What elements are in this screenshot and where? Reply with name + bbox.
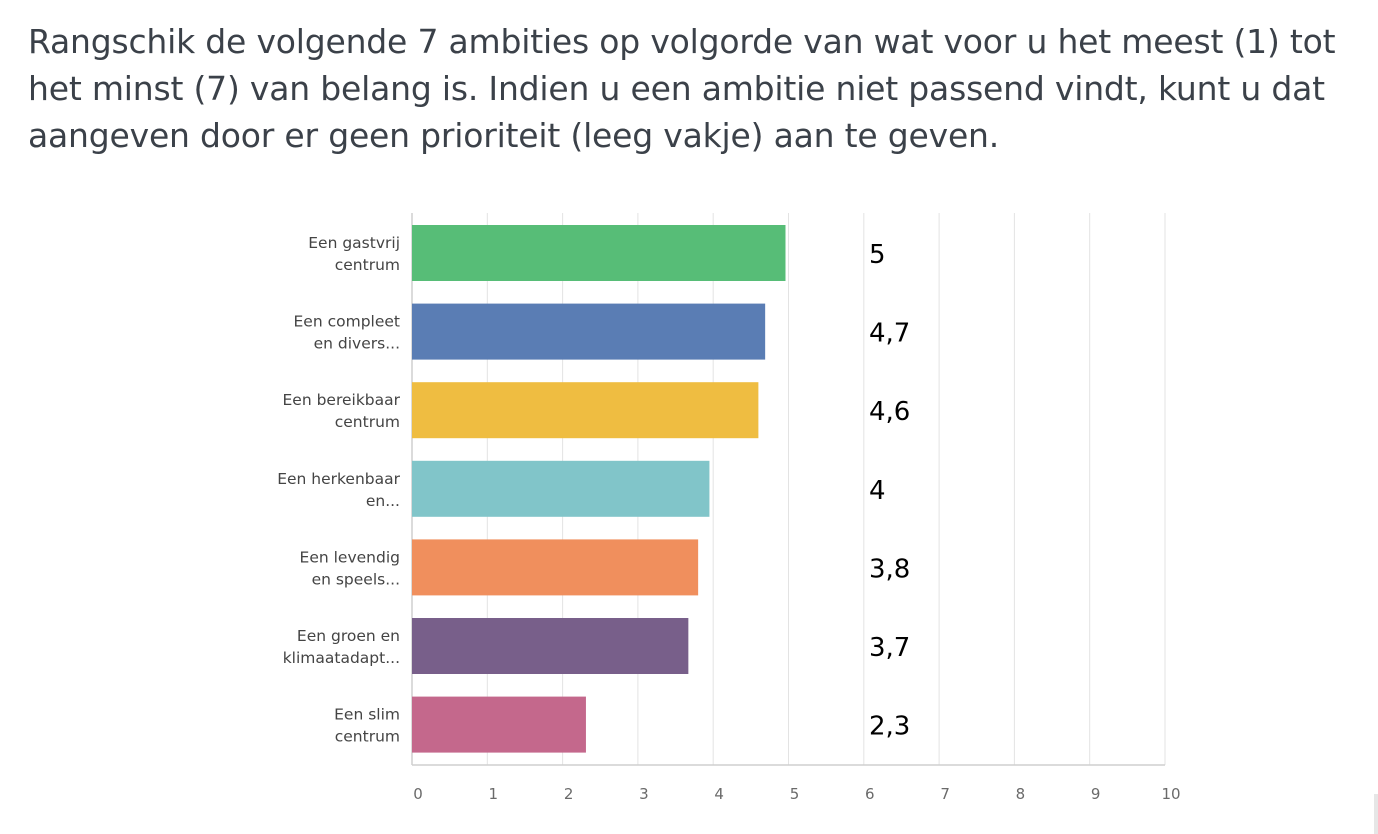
category-label: centrum: [335, 728, 400, 746]
value-label: 4,6: [869, 397, 910, 427]
x-tick-label: 8: [1016, 785, 1026, 803]
category-label: klimaatadapt...: [283, 649, 400, 667]
category-label: Een gastvrij: [308, 234, 400, 252]
x-tick-label: 0: [413, 785, 423, 803]
x-tick-label: 3: [639, 785, 649, 803]
category-label: Een levendig: [300, 548, 400, 566]
bar: [412, 382, 759, 439]
scrollbar-edge: [1374, 794, 1378, 834]
category-label: Een herkenbaar: [277, 470, 400, 488]
category-label: centrum: [335, 256, 400, 274]
bar: [412, 618, 689, 674]
category-label: Een slim: [334, 706, 400, 724]
bar: [412, 696, 586, 753]
x-tick-label: 9: [1091, 785, 1101, 803]
category-label: en divers...: [314, 335, 400, 353]
category-label: Een bereikbaar: [282, 391, 400, 409]
category-label: Een compleet: [294, 313, 400, 331]
x-tick-label: 6: [865, 785, 875, 803]
category-label: en...: [366, 492, 400, 510]
category-label: en speels...: [312, 570, 400, 588]
x-tick-label: 1: [489, 785, 499, 803]
value-label: 3,8: [869, 554, 910, 584]
bar: [412, 303, 766, 360]
x-tick-label: 7: [940, 785, 950, 803]
category-label: Een groen en: [297, 627, 400, 645]
value-label: 4: [869, 476, 886, 506]
category-label: centrum: [335, 413, 400, 431]
x-tick-label: 5: [790, 785, 800, 803]
value-label: 3,7: [869, 633, 910, 663]
bar: [412, 460, 710, 517]
x-tick-label: 2: [564, 785, 574, 803]
value-label: 5: [869, 240, 886, 270]
value-label: 4,7: [869, 319, 910, 349]
bar: [412, 225, 786, 281]
bar: [412, 539, 699, 596]
value-label: 2,3: [869, 712, 910, 742]
x-tick-label: 10: [1161, 785, 1180, 803]
question-title: Rangschik de volgende 7 ambities op volg…: [28, 22, 1336, 155]
x-tick-label: 4: [714, 785, 724, 803]
